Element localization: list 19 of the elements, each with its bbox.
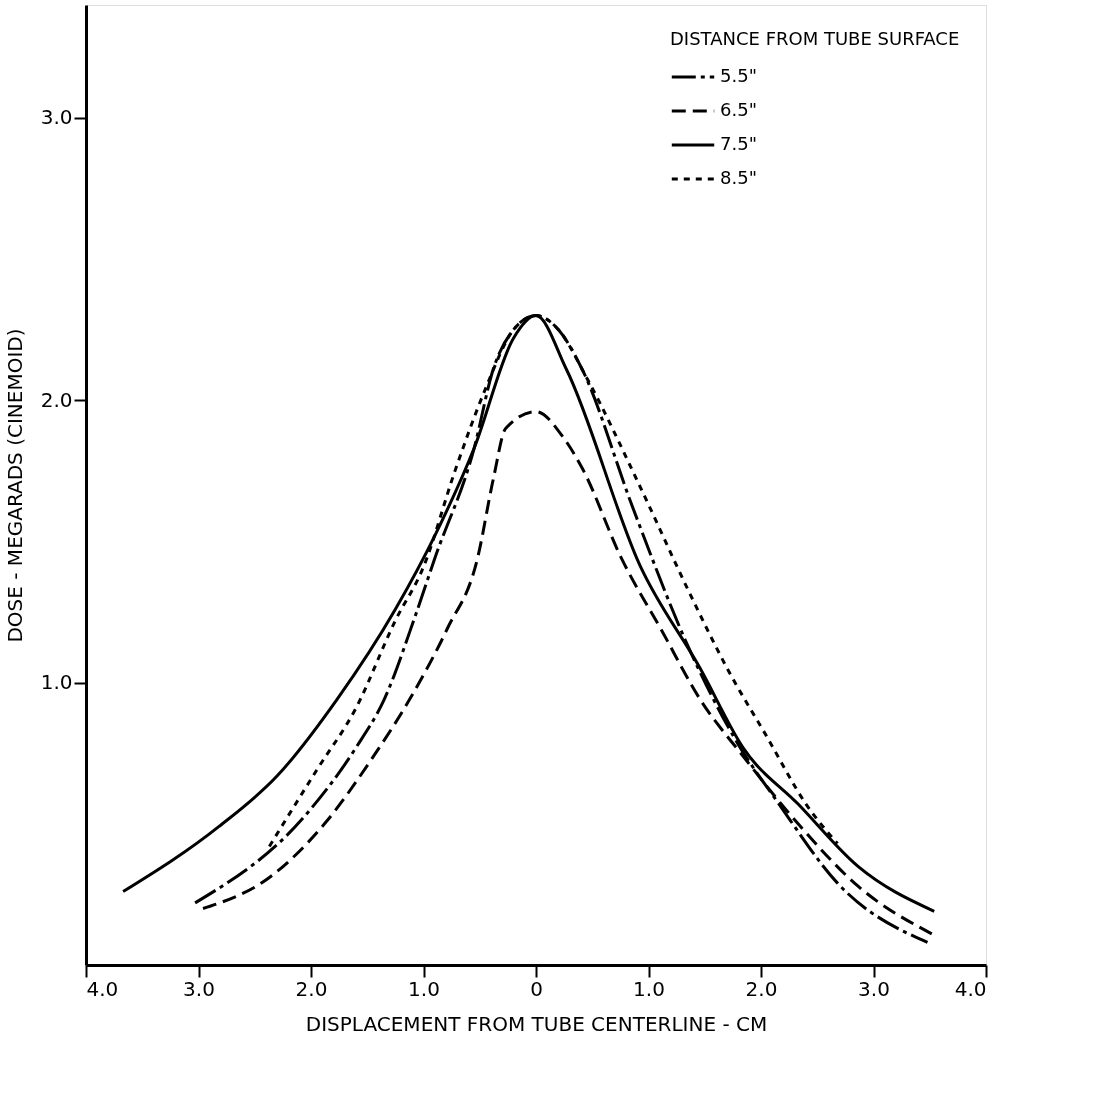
x-axis-title: DISPLACEMENT FROM TUBE CENTERLINE - CM [305,1011,768,1036]
x-tick-label: 1.0 [633,976,665,1001]
x-tick-label: 4.0 [954,976,987,1001]
x-tick-label: 3.0 [858,976,890,1001]
y-tick-label: 3.0 [40,105,73,130]
legend-label: 5.5" [720,65,757,86]
legend-title: DISTANCE FROM TUBE SURFACE [670,28,960,49]
x-tick-label: 3.0 [183,976,215,1001]
x-tick-label: 2.0 [295,976,328,1001]
legend-label: 7.5" [720,133,757,154]
y-tick-label: 1.0 [40,670,73,695]
legend-label: 8.5" [720,167,757,188]
legend-label: 6.5" [720,99,757,120]
x-tick-label: 4.0 [86,976,119,1001]
x-tick-label: 2.0 [745,976,778,1001]
y-tick-label: 2.0 [40,387,73,412]
y-axis-title: DOSE - MEGARADS (CINEMOID) [2,328,27,643]
x-tick-label: 1.0 [408,976,440,1001]
x-tick-label: 0 [530,976,543,1001]
